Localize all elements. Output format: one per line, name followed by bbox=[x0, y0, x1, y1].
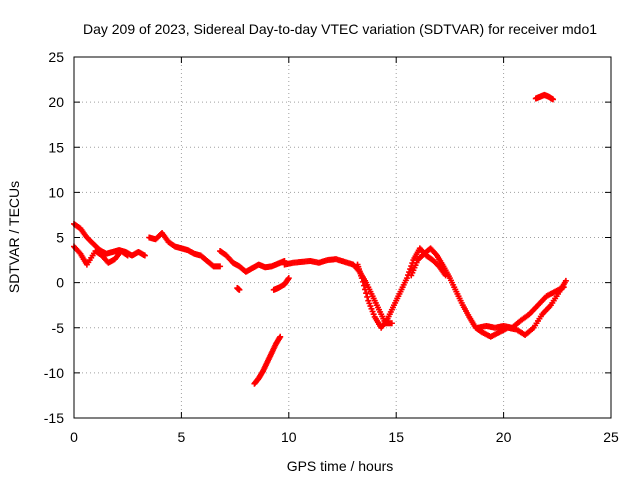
data-point bbox=[358, 275, 365, 282]
data-point bbox=[141, 252, 148, 259]
x-tick-label: 10 bbox=[281, 429, 297, 445]
data-point bbox=[362, 286, 369, 293]
grid-layer bbox=[74, 57, 611, 418]
data-point bbox=[407, 266, 414, 273]
data-point bbox=[363, 290, 370, 297]
data-point bbox=[550, 96, 557, 103]
y-tick-label: 15 bbox=[48, 139, 64, 155]
series-track-a bbox=[71, 220, 148, 259]
y-tick-label: 10 bbox=[48, 184, 64, 200]
y-tick-label: 20 bbox=[48, 94, 64, 110]
x-axis-label: GPS time / hours bbox=[287, 458, 394, 474]
y-tick-label: 0 bbox=[56, 275, 64, 291]
y-tick-label: 5 bbox=[56, 230, 64, 246]
data-point bbox=[364, 293, 371, 300]
series-track-f bbox=[354, 245, 449, 331]
series-track-b bbox=[71, 243, 131, 268]
x-tick-label: 0 bbox=[70, 429, 78, 445]
data-point bbox=[560, 284, 567, 291]
data-point bbox=[403, 275, 410, 282]
data-point bbox=[408, 263, 415, 270]
y-axis-label: SDTVAR / TECUs bbox=[6, 181, 22, 293]
data-point bbox=[236, 286, 243, 293]
series-track-c bbox=[146, 229, 224, 270]
x-tick-label: 15 bbox=[388, 429, 404, 445]
x-tick-label: 25 bbox=[603, 429, 619, 445]
series-track-j bbox=[270, 275, 292, 293]
series-track-l bbox=[234, 285, 243, 293]
series-track-h bbox=[474, 284, 567, 331]
data-point bbox=[285, 275, 292, 282]
data-point bbox=[562, 277, 569, 284]
data-point bbox=[388, 320, 395, 327]
y-tick-label: -5 bbox=[52, 320, 65, 336]
data-points-layer bbox=[71, 91, 569, 387]
y-tick-label: 25 bbox=[48, 49, 64, 65]
x-tick-label: 20 bbox=[496, 429, 512, 445]
data-point bbox=[360, 282, 367, 289]
series-track-i bbox=[251, 333, 284, 387]
y-tick-label: -10 bbox=[44, 365, 64, 381]
data-point bbox=[277, 333, 284, 340]
data-point bbox=[217, 263, 224, 270]
data-point bbox=[124, 252, 131, 259]
series-track-e bbox=[281, 256, 395, 327]
series-track-k bbox=[532, 91, 557, 103]
tick-layer: 0 5 10 15 20 25 -15 -10 -5 0 5 10 15 20 25 bbox=[44, 49, 619, 445]
y-tick-label: -15 bbox=[44, 410, 64, 426]
data-point bbox=[359, 278, 366, 285]
x-tick-label: 5 bbox=[178, 429, 186, 445]
chart-title: Day 209 of 2023, Sidereal Day-to-day VTE… bbox=[83, 21, 597, 37]
series-track-d bbox=[217, 248, 288, 275]
